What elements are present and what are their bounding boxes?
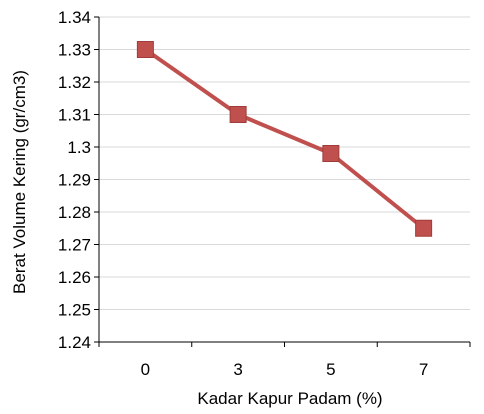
y-tick-label: 1.26 [58,268,91,287]
data-point-marker [415,219,433,237]
y-tick-label: 1.25 [58,301,91,320]
data-point-marker [322,145,340,162]
y-tick-label: 1.3 [67,138,91,157]
y-tick-label: 1.33 [58,41,91,60]
gridlines [99,16,470,310]
y-tick-label: 1.24 [58,333,91,352]
x-tick-labels: 0 3 5 7 [141,360,429,379]
y-axis-label: Berat Volume Kering (gr/cm3) [10,70,29,294]
x-tick-label: 3 [233,360,242,379]
y-tick-label: 1.29 [58,171,91,190]
y-tick-label: 1.27 [58,236,91,255]
y-tick-label: 1.31 [58,106,91,125]
axes [94,16,471,347]
y-tick-label: 1.32 [58,73,91,92]
x-axis-label: Kadar Kapur Padam (%) [197,389,382,408]
y-tick-label: 1.34 [58,8,91,27]
series-line [144,47,425,230]
x-tick-label: 7 [419,360,428,379]
data-point-marker [229,106,247,123]
data-point-marker [136,41,154,58]
y-tick-label: 1.28 [58,203,91,222]
y-tick-labels: 1.24 1.25 1.26 1.27 1.28 1.29 1.3 1.31 1.32 1.33 1… [58,8,91,352]
x-tick-label: 0 [141,360,150,379]
series-markers [136,41,433,237]
series-line [144,47,425,230]
x-tick-label: 5 [326,360,335,379]
